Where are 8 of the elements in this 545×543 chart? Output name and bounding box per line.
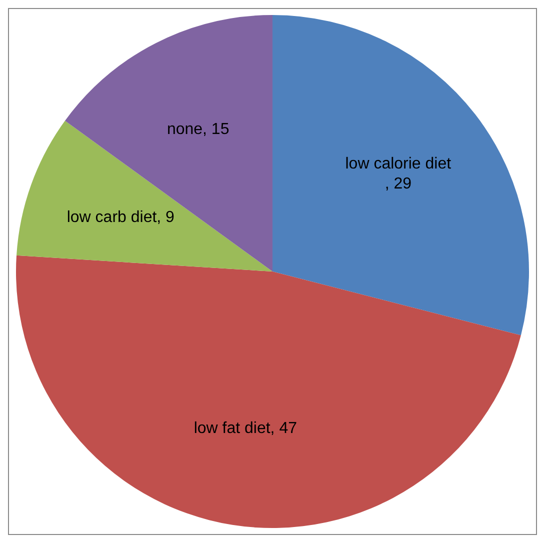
slice-label: none <box>166 121 203 138</box>
data-label: , 29 <box>384 175 412 192</box>
data-label: , 9 <box>156 209 175 226</box>
slice-label: low calorie diet <box>345 155 452 172</box>
data-label: , 15 <box>202 121 230 138</box>
slice-label: low fat diet <box>194 420 271 437</box>
data-label: , 47 <box>270 420 298 437</box>
slice-label: low carb diet <box>66 209 158 226</box>
